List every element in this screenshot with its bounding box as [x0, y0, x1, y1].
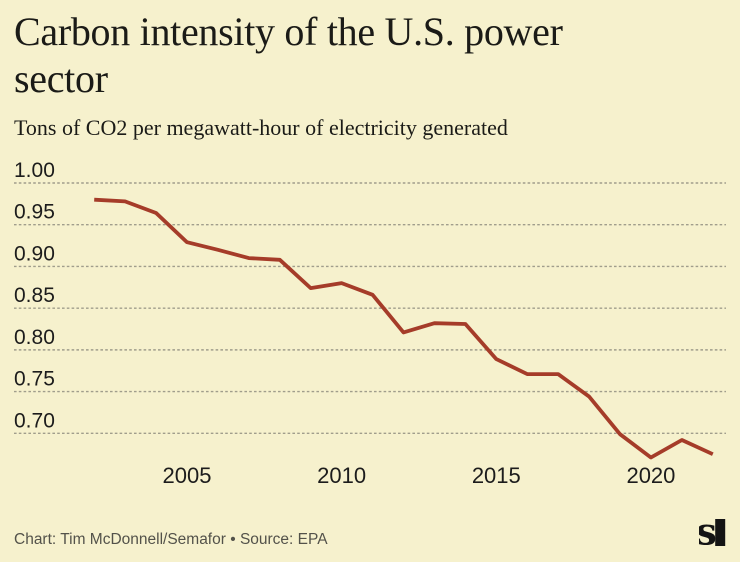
- credit-line: Chart: Tim McDonnell/Semafor • Source: E…: [14, 531, 328, 548]
- semafor-logo-icon: s: [696, 510, 726, 554]
- page-title-line-2: sector: [14, 56, 108, 101]
- chart-subtitle: Tons of CO2 per megawatt-hour of electri…: [14, 115, 508, 140]
- x-tick-label: 2015: [472, 463, 521, 488]
- y-tick-label: 0.90: [14, 242, 55, 265]
- x-tick-label: 2010: [317, 463, 366, 488]
- page-title-line-1: Carbon intensity of the U.S. power: [14, 9, 563, 54]
- semafor-logo: s: [696, 510, 727, 554]
- x-tick-label: 2005: [163, 463, 212, 488]
- y-tick-label: 1.00: [14, 159, 55, 182]
- y-tick-label: 0.85: [14, 284, 55, 307]
- x-tick-label: 2020: [626, 463, 675, 488]
- y-tick-label: 0.95: [14, 201, 55, 224]
- data-line-carbon-intensity: [94, 197, 714, 460]
- y-tick-label: 0.70: [14, 409, 55, 432]
- semafor-logo-letter: s: [699, 518, 717, 547]
- y-tick-label: 0.80: [14, 326, 55, 349]
- page-title: Carbon intensity of the U.S. power secto…: [14, 8, 563, 102]
- y-tick-label: 0.75: [14, 368, 55, 391]
